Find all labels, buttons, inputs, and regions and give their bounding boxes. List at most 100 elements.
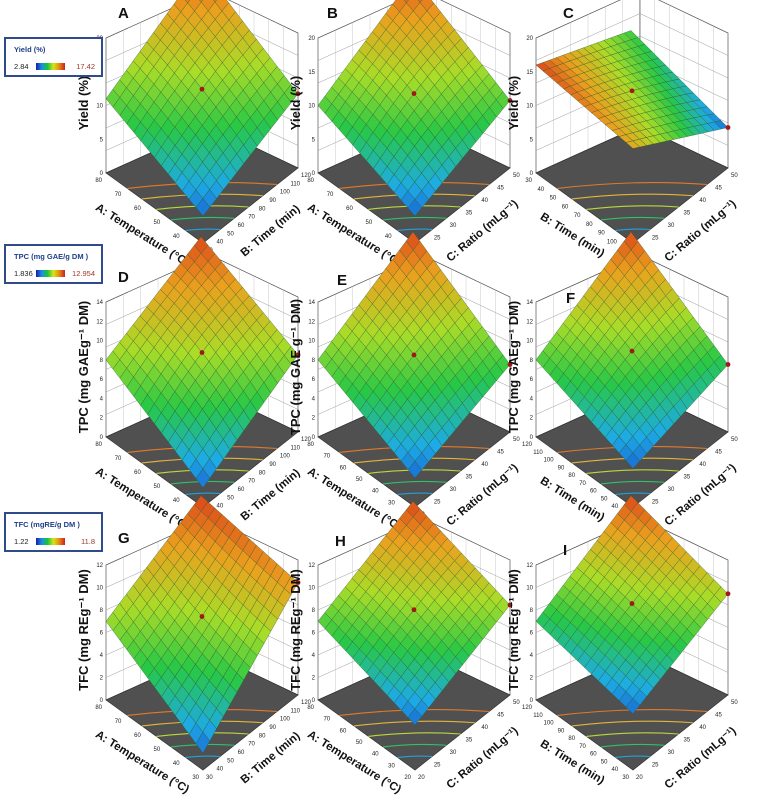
y-tick-label: 80	[259, 206, 266, 212]
floor-contour	[586, 469, 679, 474]
y-axis-title: B: Time (min)	[239, 730, 303, 786]
z-tick-label: 6	[100, 631, 104, 637]
y-tick-label: 30	[668, 750, 675, 756]
z-tick-label: 10	[96, 104, 103, 110]
floor-contour	[397, 755, 433, 758]
x-tick-label: 30	[622, 775, 629, 781]
y-tick-label: 50	[513, 700, 520, 706]
y-tick-label: 70	[248, 742, 255, 748]
design-point	[295, 91, 301, 97]
z-tick-label: 6	[100, 377, 104, 383]
y-tick-label: 40	[481, 462, 488, 468]
z-axis-title: Yield (%)	[288, 76, 303, 130]
y-tick-label: 110	[290, 181, 300, 187]
x-tick-label: 70	[115, 192, 122, 198]
design-point	[411, 352, 417, 358]
x-tick-label: 50	[601, 496, 608, 502]
legend-title: TPC (mg GAE/g DM )	[14, 252, 89, 261]
design-point	[629, 601, 635, 606]
legend-colorbar	[36, 270, 65, 277]
z-tick-label: 20	[526, 36, 533, 42]
x-tick-label: 90	[558, 465, 565, 471]
z-tick-label: 0	[530, 698, 534, 704]
x-tick-label: 120	[522, 705, 533, 711]
z-axis-title: TFC (mg REg⁻¹ DM)	[76, 569, 91, 691]
z-tick-label: 10	[308, 339, 315, 345]
y-axis-title: B: Time (min)	[239, 467, 303, 523]
z-tick-label: 10	[526, 339, 533, 345]
x-tick-label: 100	[607, 239, 618, 245]
y-tick-label: 50	[731, 437, 738, 443]
floor-contour-plane	[535, 125, 729, 244]
x-axis-title: B: Time (min)	[538, 211, 607, 260]
surface-cell	[625, 698, 641, 715]
z-tick-label: 0	[530, 171, 534, 177]
y-tick-label: 50	[227, 495, 234, 501]
panel-letter: I	[563, 542, 567, 559]
x-tick-label: 50	[154, 220, 161, 226]
y-tick-label: 35	[684, 738, 691, 744]
surface-cell	[195, 468, 211, 489]
design-point	[199, 86, 205, 92]
y-tick-label: 35	[684, 211, 691, 217]
z-tick-label: 0	[100, 435, 104, 441]
y-tick-label: 40	[699, 725, 706, 731]
response-surface	[105, 495, 299, 754]
legend-max: 12.954	[72, 269, 95, 278]
design-point	[507, 362, 513, 367]
x-tick-label: 50	[366, 220, 373, 226]
z-axis: 0 2 4 6 8 10 12 14 TPC (mg GAE g⁻¹ DM)	[288, 299, 316, 441]
floor-contour	[185, 755, 221, 758]
z-tick-label: 4	[312, 396, 316, 402]
legend-yield: Yield (%) 2.84 17.42	[4, 37, 103, 77]
y-tick-label: 45	[715, 186, 722, 192]
x-tick-label: 50	[356, 740, 363, 746]
design-point	[295, 580, 301, 585]
y-tick-label: 110	[290, 445, 300, 451]
x-tick-label: 40	[372, 489, 379, 495]
y-tick-label: 25	[652, 763, 659, 769]
x-tick-label: 80	[95, 178, 102, 184]
response-surface	[317, 0, 511, 217]
z-tick-label: 0	[312, 171, 316, 177]
surface-cell	[625, 140, 641, 149]
z-tick-label: 2	[530, 416, 534, 422]
response-surface	[535, 30, 729, 149]
response-surface	[317, 231, 511, 479]
x-tick-label: 110	[533, 713, 543, 719]
surface-cell	[195, 731, 210, 754]
y-tick-label: 90	[269, 462, 276, 468]
y-axis-title: B: Time (min)	[239, 203, 303, 259]
panel-letter: B	[327, 5, 338, 22]
x-tick-label: 40	[372, 752, 379, 758]
floor-contour	[600, 743, 665, 748]
y-tick-label: 30	[206, 775, 213, 781]
design-point	[629, 348, 635, 354]
z-axis: 0 2 4 6 8 10 12 TFC (mg REg⁻¹ DM)	[76, 563, 104, 704]
x-tick-label: 60	[590, 752, 597, 758]
floor-contour	[615, 492, 651, 495]
x-tick-label: 80	[586, 222, 593, 228]
legend-max: 11.8	[80, 537, 95, 546]
z-axis-title: TFC (mg REg⁻¹ DM)	[288, 569, 303, 691]
y-tick-label: 90	[269, 725, 276, 731]
y-tick-label: 80	[259, 470, 266, 476]
x-tick-label: 70	[579, 481, 586, 487]
x-tick-label: 40	[612, 504, 619, 510]
y-tick-label: 20	[418, 775, 425, 781]
panel-letter: C	[563, 5, 574, 22]
y-tick-label: 35	[466, 738, 473, 744]
z-axis: 0 2 4 6 8 10 12 14 TPC (mg GAEg⁻¹ DM)	[506, 300, 534, 441]
z-axis-title: TPC (mg GAEg⁻¹ DM)	[506, 301, 521, 434]
z-tick-label: 4	[530, 653, 534, 659]
x-tick-label: 100	[544, 458, 555, 464]
y-tick-label: 120	[301, 700, 312, 706]
legend-tpc: TPC (mg GAE/g DM ) 1.836 12.954	[4, 244, 103, 284]
floor-contour	[571, 720, 693, 727]
z-tick-label: 6	[530, 631, 534, 637]
y-tick-label: 25	[652, 500, 659, 506]
design-point	[725, 125, 731, 130]
y-tick-label: 120	[301, 173, 312, 179]
